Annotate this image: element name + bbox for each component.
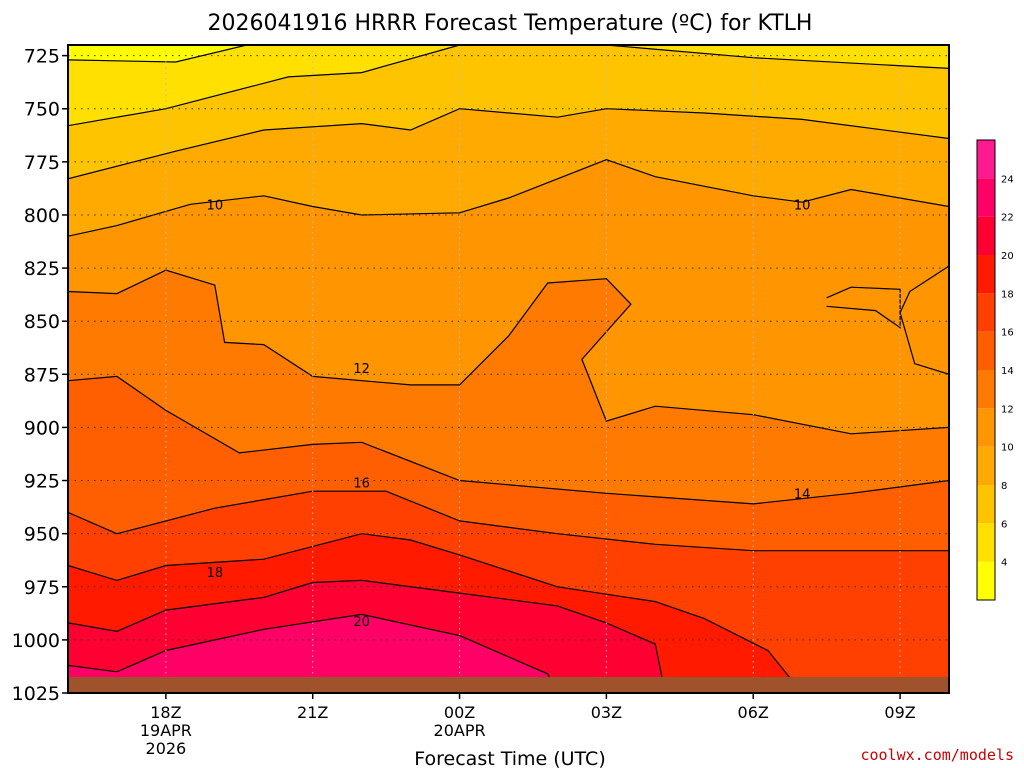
- colorbar-swatch: [977, 331, 995, 370]
- contour-pocket-1: [899, 265, 949, 375]
- x-tick-label: 21Z: [297, 703, 328, 722]
- contour-label: 14: [794, 487, 811, 502]
- colorbar-tick-label: 8: [1001, 481, 1007, 492]
- x-tick-date: 19APR: [140, 721, 192, 740]
- colorbar-frame: [976, 139, 996, 601]
- colorbar-swatch: [977, 293, 995, 332]
- colorbar-swatch: [977, 178, 995, 217]
- contour-12: [68, 269, 949, 435]
- contour-pocket-0: [826, 286, 901, 329]
- colorbar-swatch: [977, 140, 995, 179]
- colorbar-swatch: [977, 255, 995, 294]
- y-tick-label: 775: [24, 152, 60, 174]
- colorbar-tick-label: 10: [1001, 443, 1014, 454]
- contour-14: [68, 375, 949, 505]
- colorbar-swatch: [977, 216, 995, 255]
- colorbar-tick-label: 22: [1001, 213, 1014, 224]
- x-tick-label: 09Z: [884, 703, 915, 722]
- colorbar-tick-label: 16: [1001, 328, 1014, 339]
- x-tick-label: 00Z: [444, 703, 475, 722]
- y-tick-label: 900: [24, 417, 60, 439]
- band-pocket-0: [826, 287, 901, 328]
- contour-label: 18: [207, 566, 224, 581]
- y-tick-label: 725: [24, 46, 60, 68]
- colorbar-tick-label: 20: [1001, 251, 1014, 262]
- colorbar-swatch: [977, 446, 995, 485]
- colorbar-tick-label: 18: [1001, 289, 1014, 300]
- y-tick-label: 750: [24, 99, 60, 121]
- plot-frame: [67, 44, 950, 694]
- x-tick-label: 06Z: [738, 703, 769, 722]
- contour-label: 10: [207, 198, 224, 213]
- x-tick-label: 03Z: [591, 703, 622, 722]
- colorbar-tick-label: 6: [1001, 519, 1007, 530]
- ground-below-surface: [68, 677, 949, 693]
- x-tick-year: 2026: [146, 739, 187, 758]
- contour-label: 20: [353, 615, 370, 630]
- colorbar-swatch: [977, 485, 995, 524]
- x-tick-date: 20APR: [434, 721, 486, 740]
- y-tick-label: 950: [24, 524, 60, 546]
- y-tick-label: 1025: [12, 683, 60, 705]
- grid-lines: [68, 45, 949, 693]
- y-tick-label: 975: [24, 577, 60, 599]
- y-tick-label: 850: [24, 311, 60, 333]
- contour-label: 16: [353, 477, 370, 492]
- y-tick-label: 875: [24, 364, 60, 386]
- band-above-22: [68, 614, 949, 693]
- contour-labels: 10 10 12 14 16 18 20: [207, 198, 811, 629]
- colorbar: 4 6 8 10 12 14 16 18 20 22 24: [976, 139, 1014, 601]
- colorbar-tick-label: 4: [1001, 558, 1007, 569]
- colorbar-tick-label: 24: [1001, 174, 1014, 185]
- x-axis-label: Forecast Time (UTC): [414, 748, 605, 768]
- contour-16: [68, 490, 949, 552]
- colorbar-swatch: [977, 523, 995, 562]
- y-axis: 725 750 775 800 825 850 875 900 925 950 975 1000 102…: [12, 46, 68, 705]
- contour-label: 10: [794, 198, 811, 213]
- x-tick-label: 18Z: [150, 703, 181, 722]
- contour-6: [68, 45, 949, 127]
- contour-18: [68, 533, 949, 693]
- contour-10: [68, 159, 949, 237]
- temperature-bands: [68, 45, 949, 693]
- colorbar-tick-label: 12: [1001, 404, 1014, 415]
- contour-8: [68, 108, 949, 180]
- y-tick-label: 825: [24, 258, 60, 280]
- chart-title: 2026041916 HRRR Forecast Temperature (ºC…: [208, 11, 813, 36]
- colorbar-tick-label: 14: [1001, 366, 1014, 377]
- y-tick-label: 925: [24, 471, 60, 493]
- credit-text: coolwx.com/models: [860, 746, 1014, 764]
- contour-4: [68, 45, 250, 63]
- colorbar-swatch: [977, 561, 995, 600]
- contour-20: [68, 579, 949, 693]
- colorbar-swatch: [977, 370, 995, 409]
- contour-label: 12: [353, 362, 370, 377]
- y-tick-label: 800: [24, 205, 60, 227]
- band-pocket-1: [900, 266, 949, 375]
- colorbar-swatch: [977, 408, 995, 447]
- y-tick-label: 1000: [12, 630, 60, 652]
